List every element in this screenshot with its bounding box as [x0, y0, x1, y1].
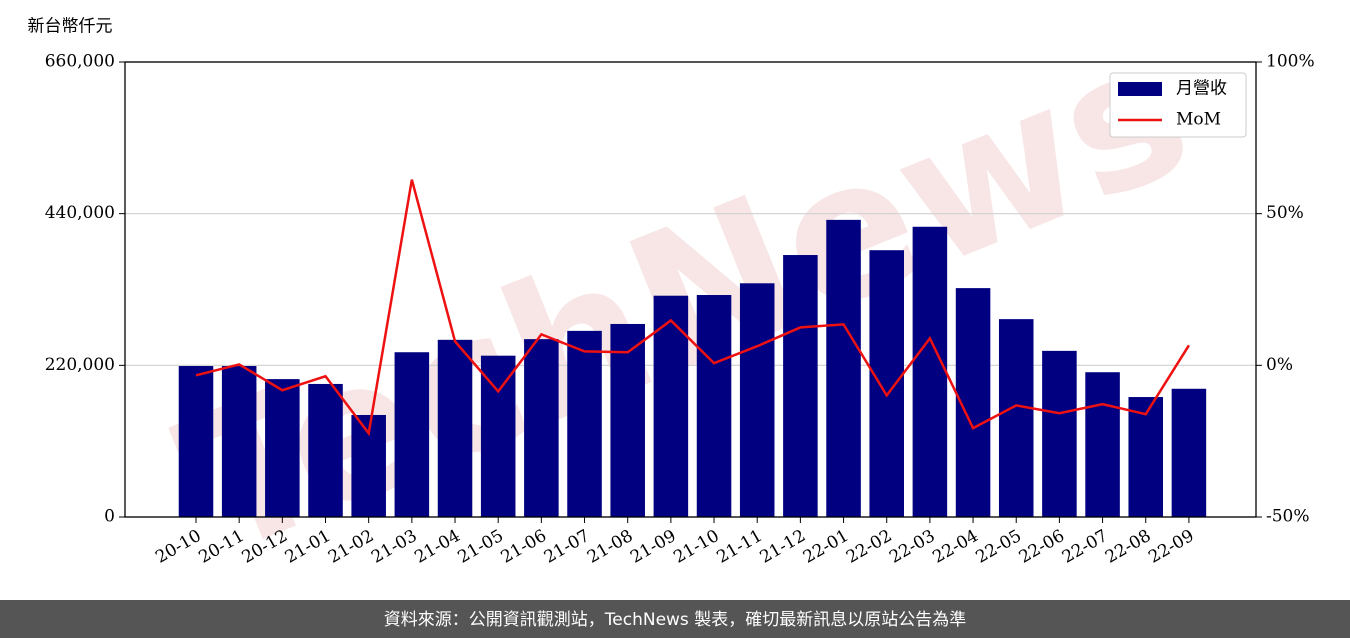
x-tick-label: 21-10 [670, 526, 722, 568]
bar [912, 226, 948, 518]
x-tick-label: 21-11 [714, 526, 766, 568]
bar [869, 250, 904, 518]
bar [221, 366, 257, 517]
bar [1042, 350, 1077, 517]
y-tick-label: 0 [104, 507, 115, 527]
x-tick-label: 21-07 [541, 526, 593, 568]
y2-tick-label: 100% [1266, 52, 1315, 72]
bar [826, 219, 861, 517]
bar [480, 355, 516, 517]
x-tick-label: 22-03 [886, 526, 938, 568]
x-tick-label: 22-09 [1145, 526, 1197, 568]
bar [1128, 397, 1164, 517]
y2-tick-label: 0% [1266, 355, 1293, 375]
x-tick-label: 22-07 [1059, 526, 1111, 568]
legend-swatch [1118, 82, 1162, 96]
legend-label: MoM [1176, 110, 1221, 130]
x-tick-label: 22-08 [1102, 526, 1154, 568]
bar [998, 319, 1034, 517]
bar [437, 339, 473, 517]
y2-tick-label: 50% [1266, 203, 1304, 223]
bar [308, 383, 343, 517]
bar [1085, 372, 1120, 517]
bar [696, 295, 732, 517]
bar [783, 255, 818, 517]
x-tick-label: 22-05 [973, 526, 1025, 568]
bar [567, 330, 602, 517]
footer-bar [0, 600, 1350, 638]
x-tick-label: 21-08 [584, 526, 636, 568]
bar [265, 379, 300, 517]
bar [610, 323, 645, 517]
bar [394, 352, 430, 517]
y-tick-label: 220,000 [45, 355, 115, 375]
plot-frame [124, 61, 1257, 518]
y2-tick-label: -50% [1266, 507, 1310, 527]
bar [1171, 388, 1207, 517]
x-tick-label: 21-04 [411, 526, 463, 568]
bar [739, 283, 775, 517]
y-axis-label: 新台幣仟元 [28, 17, 113, 37]
y-tick-label: 660,000 [45, 52, 115, 72]
line [195, 179, 1190, 437]
x-tick-label: 21-05 [454, 526, 506, 568]
x-tick-label: 22-02 [843, 526, 895, 568]
legend-label: 月營收 [1176, 79, 1227, 99]
x-tick-label: 21-06 [498, 526, 550, 568]
x-tick-label: 20-10 [152, 526, 204, 568]
x-tick-label: 22-06 [1016, 526, 1068, 568]
source: 資料來源：公開資訊觀測站，TechNews 製表，確切最新訊息以原站公告為準 [384, 610, 966, 630]
x-tick-label: 21-09 [627, 526, 679, 568]
x-tick-label: 22-01 [800, 526, 852, 568]
x-tick-label: 21-12 [757, 526, 809, 568]
bar [524, 339, 559, 517]
bar [178, 366, 214, 517]
y-tick-label: 440,000 [45, 203, 115, 223]
x-tick-label: 22-04 [929, 526, 981, 568]
